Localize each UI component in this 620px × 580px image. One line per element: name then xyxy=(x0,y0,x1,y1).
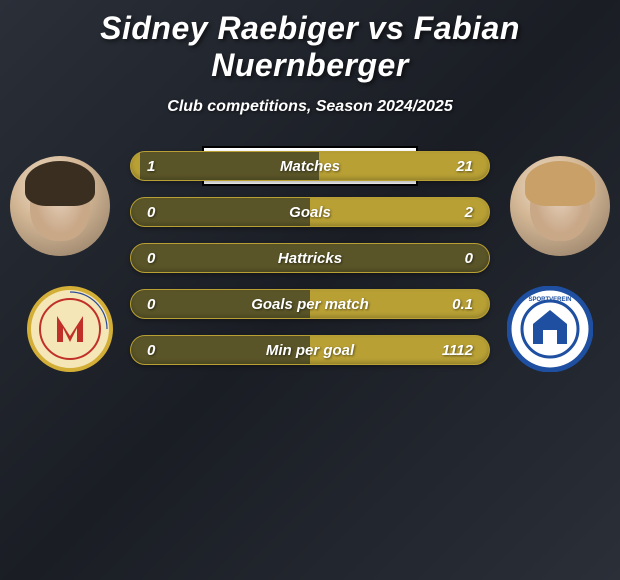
player-left-avatar xyxy=(10,156,110,256)
stat-label: Goals per match xyxy=(131,296,489,313)
hair xyxy=(25,161,95,206)
stat-bar: 0Min per goal1112 xyxy=(130,335,490,365)
svg-text:SPORTVEREIN: SPORTVEREIN xyxy=(528,297,571,303)
stat-right-value: 1112 xyxy=(442,342,473,359)
stat-left-value: 0 xyxy=(147,296,155,313)
stat-left-value: 0 xyxy=(147,342,155,359)
page-title: Sidney Raebiger vs Fabian Nuernberger xyxy=(0,0,620,84)
player-left-club-badge xyxy=(27,286,113,372)
stat-right-value: 0 xyxy=(465,250,473,267)
stat-left-value: 1 xyxy=(147,158,155,175)
stat-label: Min per goal xyxy=(131,342,489,359)
stat-right-value: 2 xyxy=(465,204,473,221)
stat-right-value: 0.1 xyxy=(452,296,473,313)
page-subtitle: Club competitions, Season 2024/2025 xyxy=(0,98,620,116)
stat-label: Matches xyxy=(131,158,489,175)
stat-bar: 1Matches21 xyxy=(130,151,490,181)
stats-bars: 1Matches210Goals20Hattricks00Goals per m… xyxy=(130,151,490,381)
stat-label: Goals xyxy=(131,204,489,221)
player-right-avatar xyxy=(510,156,610,256)
stat-left-value: 0 xyxy=(147,250,155,267)
stat-label: Hattricks xyxy=(131,250,489,267)
stat-right-value: 21 xyxy=(456,158,473,175)
stat-bar: 0Goals per match0.1 xyxy=(130,289,490,319)
stat-bar: 0Goals2 xyxy=(130,197,490,227)
stat-bar: 0Hattricks0 xyxy=(130,243,490,273)
club-badge-icon xyxy=(27,286,113,372)
stat-left-value: 0 xyxy=(147,204,155,221)
club-badge-icon: SPORTVEREIN xyxy=(507,286,593,372)
player-right-club-badge: SPORTVEREIN xyxy=(507,286,593,372)
hair xyxy=(525,161,595,206)
